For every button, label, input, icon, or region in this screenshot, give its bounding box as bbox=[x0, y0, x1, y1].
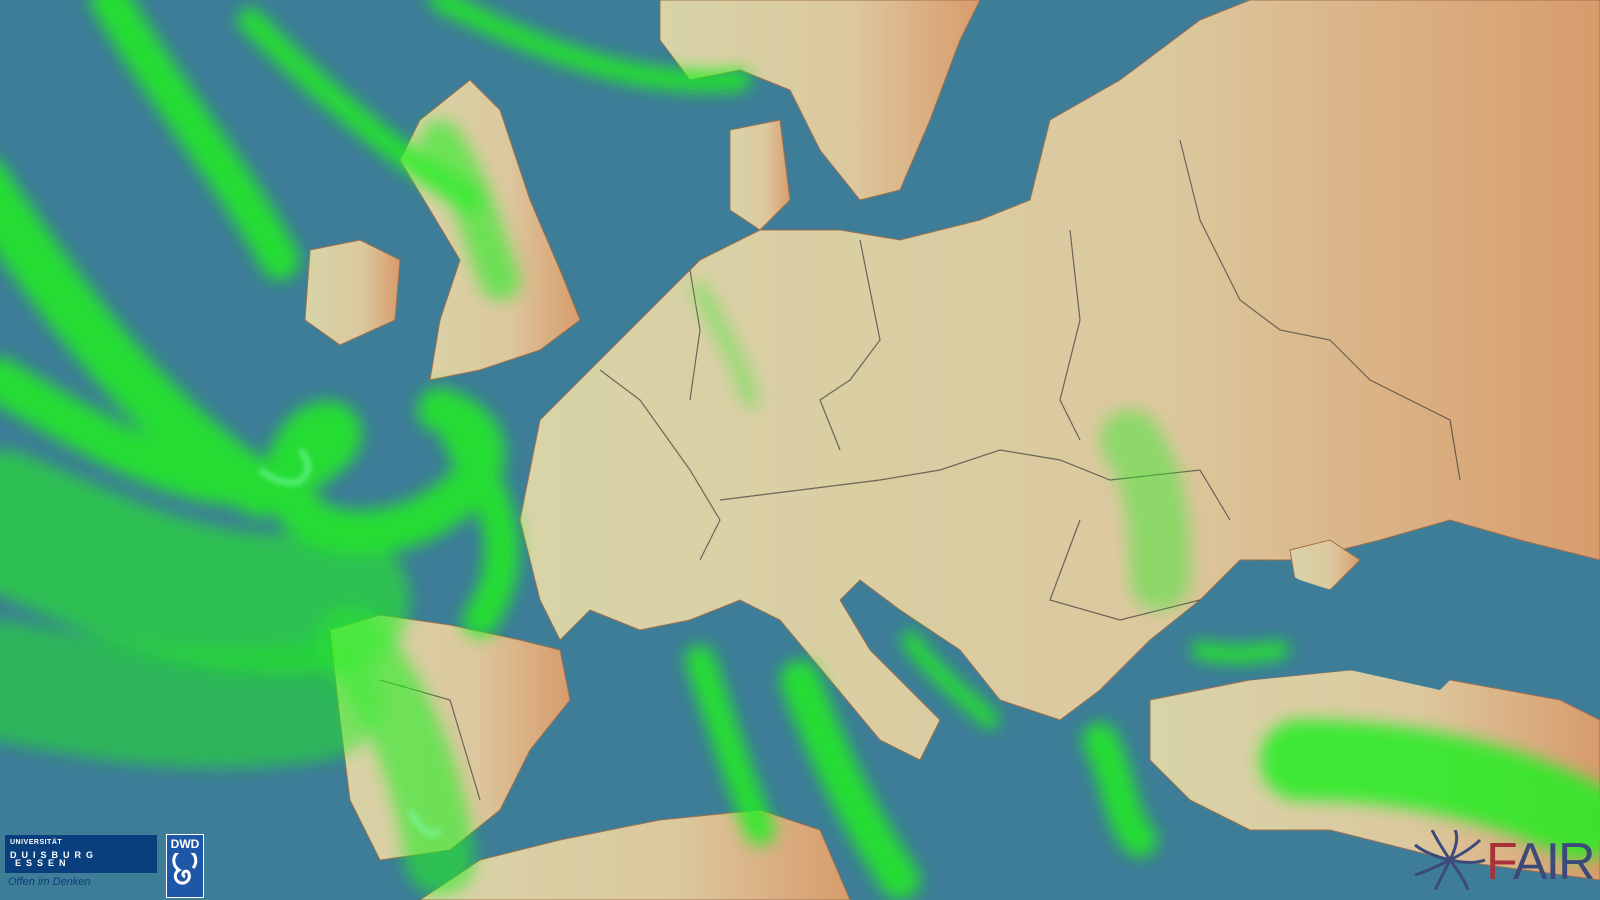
crimea bbox=[1289, 539, 1361, 591]
fair-logo: FAIR bbox=[1410, 830, 1600, 892]
logo-line-3: ESSEN bbox=[15, 858, 71, 868]
mainland-europe bbox=[519, 0, 1600, 761]
dwd-text: DWD bbox=[170, 837, 200, 851]
fair-f: F bbox=[1486, 833, 1515, 891]
logo-line-2: DUISBURG bbox=[10, 850, 99, 860]
ude-tagline: Offen im Denken bbox=[8, 876, 91, 888]
denmark bbox=[729, 119, 791, 231]
precip-core bbox=[258, 447, 443, 837]
swirl-icon bbox=[1414, 830, 1486, 890]
fair-rest: AIR bbox=[1512, 833, 1596, 891]
north-africa bbox=[419, 809, 851, 900]
scandinavia bbox=[659, 0, 981, 201]
university-duisburg-essen-logo: UNIVERSITÄT DUISBURG ESSEN bbox=[5, 835, 157, 873]
logo-line-1: UNIVERSITÄT bbox=[10, 839, 63, 846]
dwd-logo: DWD bbox=[166, 834, 204, 898]
spiral-icon bbox=[172, 853, 198, 885]
fair-text: FAIR bbox=[1486, 832, 1596, 892]
ireland bbox=[304, 239, 401, 346]
